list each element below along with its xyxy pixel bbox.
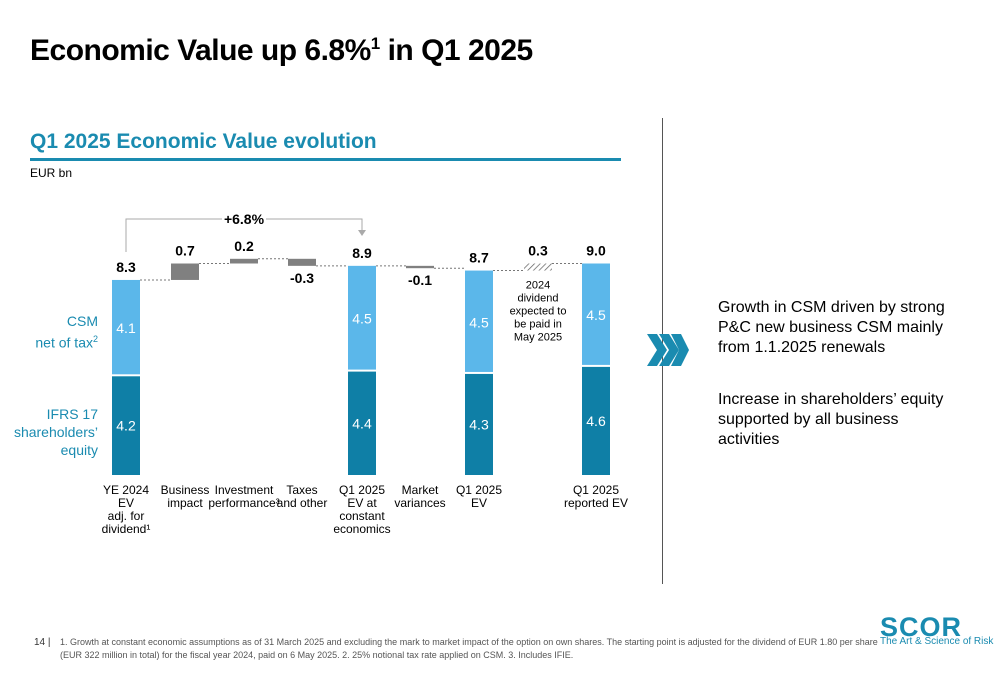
bar-csm-value-label: 4.5 <box>469 314 489 330</box>
bar-delta-label: 0.7 <box>175 243 195 259</box>
dividend-note-line: dividend <box>518 293 559 305</box>
legend-ifrs: IFRS 17 shareholders’ equity <box>10 405 98 459</box>
bar-total-label: 8.3 <box>116 259 136 275</box>
bar-total-label: 8.9 <box>352 245 372 261</box>
bar-hatched-dividend <box>524 263 552 271</box>
category-label: dividend¹ <box>102 522 151 536</box>
bar-delta-label: 0.2 <box>234 238 254 254</box>
bar-delta <box>288 258 316 266</box>
bar-csm-segment <box>112 279 140 375</box>
legend-ifrs-line2: shareholders’ <box>13 424 98 440</box>
legend-csm-line1: CSM <box>66 313 98 329</box>
scor-logo: SCOR <box>880 612 962 642</box>
logo-text: SCOR <box>880 612 962 642</box>
dividend-note-line: be paid in <box>514 319 562 331</box>
bar-ifrs-segment <box>112 376 140 475</box>
growth-label-bg <box>222 209 266 229</box>
category-label: economics <box>333 522 390 536</box>
category-label: constant <box>339 509 385 523</box>
category-label: EV <box>471 496 487 510</box>
category-label: EV at <box>347 496 377 510</box>
category-label: Q1 2025 <box>456 483 502 497</box>
category-label: Market <box>402 483 439 497</box>
bar-delta-label: -0.1 <box>408 272 432 288</box>
category-label: Investment <box>215 483 274 497</box>
legend-ifrs-line3: equity <box>60 442 98 458</box>
logo-tagline: The Art & Science of Risk <box>880 636 994 647</box>
category-label: EV <box>118 496 134 510</box>
bar-ifrs-value-label: 4.4 <box>352 415 372 431</box>
bar-delta <box>230 258 258 264</box>
bar-delta-label: 0.3 <box>528 243 548 259</box>
category-label: and other <box>277 496 328 510</box>
footnote: 1. Growth at constant economic assumptio… <box>60 637 878 660</box>
unit-label: EUR bn <box>30 166 73 180</box>
bar-csm-value-label: 4.1 <box>116 320 136 336</box>
bar-ifrs-value-label: 4.3 <box>469 416 489 432</box>
category-label: variances <box>394 496 445 510</box>
note-equity-increase: Increase in shareholders’ equity support… <box>718 391 944 448</box>
bar-delta-label: -0.3 <box>290 270 314 286</box>
category-label: Q1 2025 <box>573 483 619 497</box>
growth-arrowhead <box>358 230 366 236</box>
bar-total-label: 8.7 <box>469 250 489 266</box>
legend-csm: CSM net of tax2 <box>20 312 98 352</box>
legend-ifrs-line1: IFRS 17 <box>46 406 98 422</box>
chevron-right-icon <box>647 334 689 366</box>
chart-title: Q1 2025 Economic Value evolution <box>30 130 377 153</box>
bar-csm-value-label: 4.5 <box>586 307 606 323</box>
bar-total-label: 9.0 <box>586 243 606 259</box>
bar-ifrs-value-label: 4.2 <box>116 418 136 434</box>
bar-ifrs-segment <box>582 366 610 475</box>
category-label: impact <box>167 496 203 510</box>
category-label: Taxes <box>286 483 317 497</box>
growth-label: +6.8% <box>224 211 265 227</box>
bar-csm-segment <box>582 263 610 365</box>
bar-delta <box>171 263 199 280</box>
page-title: Economic Value up 6.8%1 in Q1 2025 <box>30 34 533 67</box>
bar-csm-value-label: 4.5 <box>352 311 372 327</box>
bar-ifrs-segment <box>348 371 376 475</box>
dividend-note-line: 2024 <box>526 280 550 292</box>
category-label: YE 2024 <box>103 483 149 497</box>
bar-ifrs-segment <box>465 373 493 475</box>
category-label: Q1 2025 <box>339 483 385 497</box>
category-label: Business <box>161 483 210 497</box>
page-number: 14 | <box>34 637 51 648</box>
category-label: reported EV <box>564 496 628 510</box>
note-csm-growth: Growth in CSM driven by strong P&C new b… <box>718 299 945 356</box>
dividend-note-line: expected to <box>510 306 567 318</box>
bar-csm-segment <box>465 270 493 372</box>
category-label: adj. for <box>108 509 145 523</box>
dividend-note-line: May 2025 <box>514 332 562 344</box>
bar-delta <box>406 265 434 269</box>
bar-csm-segment <box>348 265 376 370</box>
legend-csm-line2: net of tax2 <box>35 334 98 351</box>
category-label: performance³ <box>208 496 279 510</box>
bar-ifrs-value-label: 4.6 <box>586 413 606 429</box>
title-underline <box>30 158 621 161</box>
